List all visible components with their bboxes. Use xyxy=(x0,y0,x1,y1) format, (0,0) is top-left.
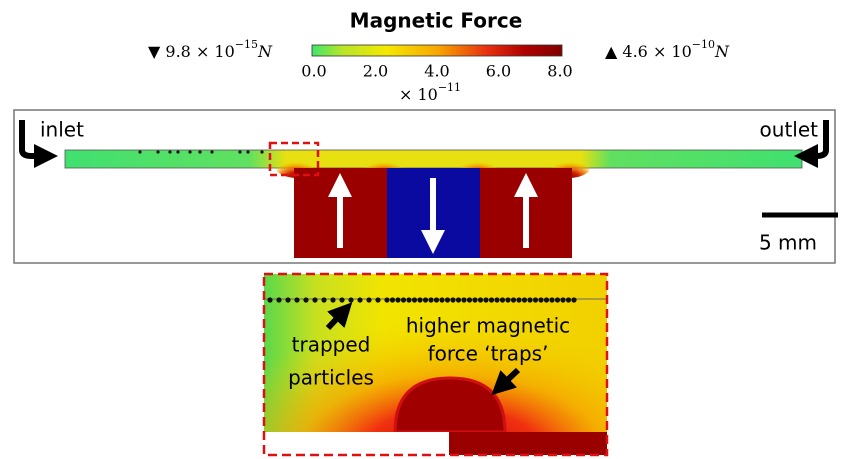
max-unit: N xyxy=(714,42,730,61)
trapped-label: particles xyxy=(288,366,374,390)
particle xyxy=(395,297,400,302)
inlet-label: inlet xyxy=(40,118,84,142)
colorbar-tick-label: 8.0 xyxy=(547,62,572,81)
figure: Magnetic Force ▼ 9.8 × 10−15N ▲ 4.6 × 10… xyxy=(0,0,844,459)
particle xyxy=(516,297,521,302)
magnet xyxy=(449,432,607,455)
max-prefix: ▲ xyxy=(605,42,618,61)
multiplier-exponent: −11 xyxy=(438,81,461,94)
gap xyxy=(264,432,449,455)
particle xyxy=(339,297,344,302)
particle xyxy=(566,297,571,302)
zoom-panel: trapped particles higher magnetic force … xyxy=(264,274,607,455)
particle xyxy=(276,297,281,302)
channel xyxy=(65,150,802,168)
traps-label: force ‘traps’ xyxy=(428,342,549,366)
title: Magnetic Force xyxy=(350,9,523,33)
trapped-label: trapped xyxy=(292,333,371,357)
min-unit: N xyxy=(257,42,273,61)
particle xyxy=(571,297,576,302)
particle xyxy=(188,150,191,153)
colorbar-ticks: 0.0 2.0 4.0 6.0 8.0 xyxy=(301,62,572,81)
particle xyxy=(494,297,499,302)
outlet-label: outlet xyxy=(760,118,819,142)
particle xyxy=(260,150,263,153)
particle xyxy=(445,297,450,302)
particle xyxy=(238,150,241,153)
particle xyxy=(544,297,549,302)
particle xyxy=(285,297,290,302)
particle xyxy=(500,297,505,302)
particle xyxy=(456,297,461,302)
particle xyxy=(560,297,565,302)
particle xyxy=(489,297,494,302)
particle xyxy=(549,297,554,302)
particle xyxy=(467,297,472,302)
particle xyxy=(450,297,455,302)
particle xyxy=(555,297,560,302)
particle xyxy=(390,297,395,302)
particle xyxy=(267,297,272,302)
particle xyxy=(384,297,389,302)
scale-label: 5 mm xyxy=(759,231,817,255)
particle xyxy=(294,297,299,302)
particle xyxy=(511,297,516,302)
particle xyxy=(412,297,417,302)
traps-label: higher magnetic xyxy=(406,314,570,338)
particle xyxy=(176,150,179,153)
particle xyxy=(505,297,510,302)
particle xyxy=(428,297,433,302)
particle xyxy=(423,297,428,302)
particle xyxy=(434,297,439,302)
colorbar-tick-label: 0.0 xyxy=(301,62,326,81)
particle xyxy=(312,297,317,302)
colorbar xyxy=(312,45,562,56)
particle xyxy=(472,297,477,302)
particle xyxy=(156,150,159,153)
min-label: ▼ 9.8 × 10−15N xyxy=(148,38,273,61)
particle xyxy=(401,297,406,302)
particle xyxy=(375,297,380,302)
particle xyxy=(330,297,335,302)
colorbar-tick-label: 2.0 xyxy=(363,62,388,81)
particle xyxy=(303,297,308,302)
particle xyxy=(478,297,483,302)
colorbar-tick-label: 4.0 xyxy=(424,62,449,81)
particle xyxy=(138,150,141,153)
particle xyxy=(527,297,532,302)
particle xyxy=(210,150,213,153)
particle xyxy=(533,297,538,302)
particle xyxy=(168,150,171,153)
particle xyxy=(357,297,362,302)
multiplier: × 10−11 xyxy=(399,81,461,104)
multiplier-base: × 10 xyxy=(399,85,438,104)
min-prefix: ▼ xyxy=(148,42,161,61)
min-mantissa: 9.8 × 10 xyxy=(165,42,234,61)
particle xyxy=(439,297,444,302)
particle xyxy=(321,297,326,302)
max-mantissa: 4.6 × 10 xyxy=(622,42,691,61)
particle xyxy=(461,297,466,302)
min-exponent: −15 xyxy=(235,38,258,51)
max-exponent: −10 xyxy=(692,38,715,51)
particle xyxy=(538,297,543,302)
particle xyxy=(406,297,411,302)
particle xyxy=(198,150,201,153)
colorbar-tick-label: 6.0 xyxy=(486,62,511,81)
particle xyxy=(246,150,249,153)
max-label: ▲ 4.6 × 10−10N xyxy=(605,38,730,61)
particle xyxy=(417,297,422,302)
particle xyxy=(522,297,527,302)
particle xyxy=(483,297,488,302)
particle xyxy=(348,297,353,302)
particle xyxy=(366,297,371,302)
